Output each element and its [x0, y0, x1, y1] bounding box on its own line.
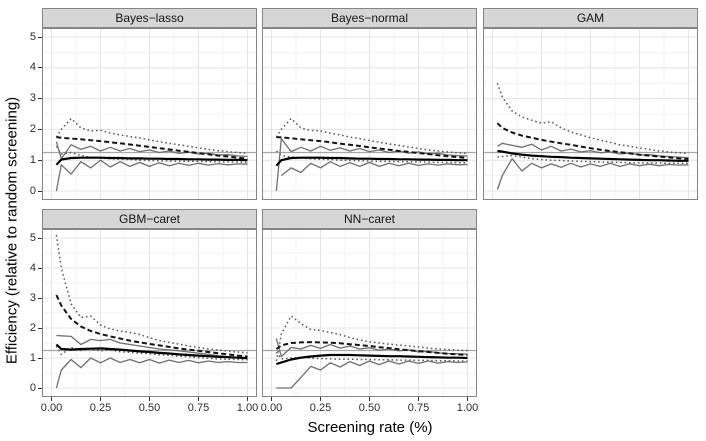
y-tick-mark: [38, 98, 42, 100]
x-tick-label: 0.25: [309, 402, 332, 414]
x-tick-label: 0.50: [138, 402, 161, 414]
x-tick-label: 1.00: [456, 402, 479, 414]
series-upper-gray: [275, 137, 468, 192]
facet-panel-plot: [262, 28, 477, 200]
series-dashed-black: [496, 122, 689, 160]
series-lower-gray: [55, 357, 248, 389]
facet-strip: Bayes−lasso: [42, 8, 257, 28]
y-tick-label: 2: [29, 321, 36, 334]
y-tick-label: 4: [29, 61, 36, 74]
series-dashed-black: [56, 136, 248, 160]
facet-panel-plot: [262, 229, 477, 397]
facet-strip: GAM: [483, 8, 698, 28]
facet-strip: Bayes−normal: [262, 8, 477, 28]
y-tick-mark: [38, 267, 42, 269]
y-tick-label: 1: [29, 351, 36, 364]
y-tick-label: 3: [29, 291, 36, 304]
y-tick-label: 1: [29, 153, 36, 166]
y-tick-label: 2: [29, 122, 36, 135]
x-tick-mark: [198, 397, 199, 401]
y-tick-label: 0: [29, 184, 36, 197]
y-tick-mark: [38, 190, 42, 192]
y-tick-mark: [38, 327, 42, 329]
series-dashed-black: [275, 341, 468, 356]
y-tick-label: 5: [29, 30, 36, 43]
x-tick-mark: [247, 397, 248, 401]
facet-panel-plot: [42, 229, 257, 397]
x-tick-label: 1.00: [236, 402, 259, 414]
facet-bayes-lasso: Bayes−lasso: [42, 8, 257, 200]
series-solid-black: [497, 149, 689, 162]
facet-panel-plot: [483, 28, 698, 200]
y-tick-mark: [38, 237, 42, 239]
series-lower-gray: [496, 158, 689, 190]
facet-title: NN−caret: [343, 212, 396, 226]
y-tick-mark: [38, 128, 42, 130]
x-tick-label: 0.50: [358, 402, 381, 414]
series-upper-dotted: [275, 117, 468, 155]
series-dashed-black: [55, 294, 248, 358]
series-upper-dotted: [275, 315, 468, 362]
facet-gam: GAM: [483, 8, 698, 200]
series-lower-gray: [280, 161, 468, 177]
y-tick-label: 5: [29, 231, 36, 244]
series-lower-dotted: [55, 145, 248, 164]
y-axis-title: Efficiency (relative to random screening…: [3, 96, 21, 365]
x-tick-label: 0.25: [89, 402, 112, 414]
series-upper-dotted: [55, 117, 248, 155]
facet-strip: NN−caret: [262, 209, 477, 229]
y-tick-mark: [38, 357, 42, 359]
facet-panel-plot: [42, 28, 257, 200]
facet-nn-caret: NN−caret: [262, 209, 477, 397]
x-tick-mark: [320, 397, 321, 401]
y-tick-mark: [38, 159, 42, 161]
y-tick-label: 4: [29, 261, 36, 274]
series-solid-black: [55, 156, 248, 166]
series-lower-gray: [276, 360, 468, 389]
y-tick-mark: [38, 67, 42, 69]
y-tick-mark: [38, 36, 42, 38]
facet-strip: GBM−caret: [42, 209, 257, 229]
series-upper-gray: [55, 141, 248, 160]
series-upper-dotted: [496, 82, 689, 155]
x-tick-label: 0.00: [40, 402, 63, 414]
x-tick-label: 0.75: [187, 402, 210, 414]
facet-title: Bayes−normal: [330, 11, 409, 25]
x-tick-mark: [100, 397, 101, 401]
facet-title: GAM: [576, 11, 605, 25]
series-dashed-black: [276, 136, 468, 159]
x-tick-mark: [149, 397, 150, 401]
x-tick-label: 0.75: [407, 402, 430, 414]
y-tick-label: 3: [29, 92, 36, 105]
x-tick-mark: [467, 397, 468, 401]
x-tick-mark: [271, 397, 272, 401]
facet-gbm-caret: GBM−caret: [42, 209, 257, 397]
series-upper-gray: [56, 334, 248, 360]
series-solid-black: [276, 353, 468, 366]
y-tick-mark: [38, 297, 42, 299]
y-tick-label: 0: [29, 381, 36, 394]
y-tick-mark: [38, 387, 42, 389]
series-solid-black: [55, 343, 248, 360]
series-lower-dotted: [497, 154, 689, 165]
facet-bayes-normal: Bayes−normal: [262, 8, 477, 200]
facet-title: Bayes−lasso: [115, 11, 184, 25]
x-tick-mark: [51, 397, 52, 401]
x-tick-label: 0.00: [260, 402, 283, 414]
x-tick-mark: [369, 397, 370, 401]
series-solid-black: [275, 156, 468, 167]
x-axis-title: Screening rate (%): [307, 419, 433, 436]
series-lower-gray: [55, 159, 248, 192]
facet-title: GBM−caret: [118, 212, 181, 226]
x-tick-mark: [418, 397, 419, 401]
